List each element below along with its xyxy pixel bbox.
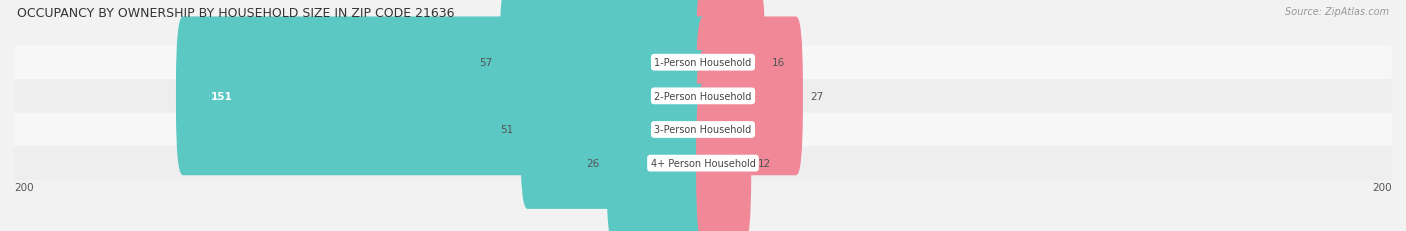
Text: 3-Person Household: 3-Person Household	[654, 125, 752, 135]
FancyBboxPatch shape	[14, 46, 1392, 80]
Text: 16: 16	[772, 58, 785, 68]
Text: 1-Person Household: 1-Person Household	[654, 58, 752, 68]
Text: 4+ Person Household: 4+ Person Household	[651, 158, 755, 168]
Text: 2: 2	[724, 125, 730, 135]
FancyBboxPatch shape	[606, 84, 710, 231]
Text: 200: 200	[1372, 182, 1392, 192]
Text: 12: 12	[758, 158, 772, 168]
FancyBboxPatch shape	[499, 0, 710, 142]
Text: Source: ZipAtlas.com: Source: ZipAtlas.com	[1285, 7, 1389, 17]
Text: 57: 57	[479, 58, 494, 68]
FancyBboxPatch shape	[14, 113, 1392, 147]
FancyBboxPatch shape	[14, 147, 1392, 180]
FancyBboxPatch shape	[520, 51, 710, 209]
Text: 51: 51	[501, 125, 513, 135]
FancyBboxPatch shape	[14, 80, 1392, 113]
FancyBboxPatch shape	[696, 0, 765, 142]
FancyBboxPatch shape	[696, 84, 751, 231]
Text: OCCUPANCY BY OWNERSHIP BY HOUSEHOLD SIZE IN ZIP CODE 21636: OCCUPANCY BY OWNERSHIP BY HOUSEHOLD SIZE…	[17, 7, 454, 20]
FancyBboxPatch shape	[696, 51, 717, 209]
FancyBboxPatch shape	[176, 17, 710, 176]
FancyBboxPatch shape	[696, 17, 803, 176]
Text: 26: 26	[586, 158, 599, 168]
Text: 200: 200	[14, 182, 34, 192]
Text: 2-Person Household: 2-Person Household	[654, 91, 752, 101]
Text: 151: 151	[211, 91, 232, 101]
Text: 27: 27	[810, 91, 823, 101]
